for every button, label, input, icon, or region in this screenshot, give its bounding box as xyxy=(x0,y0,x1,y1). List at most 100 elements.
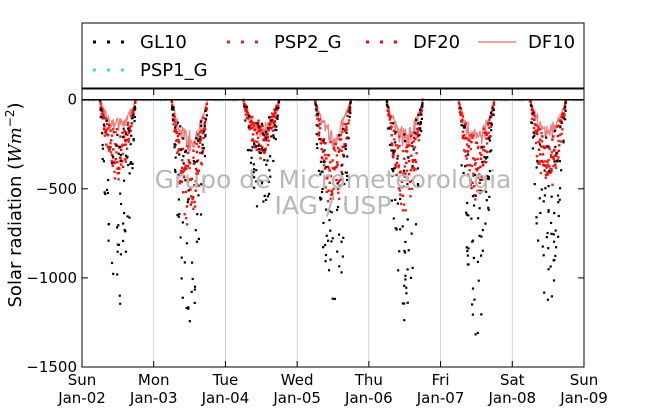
data-point xyxy=(257,144,260,147)
data-point xyxy=(102,127,106,131)
data-point xyxy=(319,142,322,145)
data-point xyxy=(463,125,466,128)
data-point xyxy=(121,131,124,134)
data-point xyxy=(393,138,396,141)
data-point xyxy=(245,105,248,108)
data-point xyxy=(533,115,536,118)
data-point xyxy=(468,169,471,172)
legend-swatch xyxy=(93,40,96,44)
data-point xyxy=(550,295,554,298)
data-point xyxy=(122,127,125,130)
data-point xyxy=(191,277,194,281)
data-point xyxy=(257,143,261,146)
data-point xyxy=(551,138,554,141)
data-point xyxy=(387,111,391,115)
data-point xyxy=(417,139,421,142)
data-point xyxy=(112,272,115,275)
data-point xyxy=(260,122,264,125)
data-point xyxy=(318,127,322,130)
data-point xyxy=(417,122,420,125)
x-tick-date: Jan-05 xyxy=(272,389,321,407)
data-point xyxy=(467,173,470,176)
data-point xyxy=(417,113,420,116)
data-point xyxy=(274,116,278,119)
data-point xyxy=(262,138,265,142)
data-point xyxy=(195,160,199,163)
data-point xyxy=(195,142,198,146)
data-point xyxy=(192,207,195,210)
data-point xyxy=(266,143,270,147)
data-point xyxy=(399,202,403,206)
data-point xyxy=(325,208,328,211)
data-point xyxy=(480,235,483,238)
data-point xyxy=(173,130,176,133)
data-point xyxy=(172,106,175,109)
data-point xyxy=(122,222,125,225)
data-point xyxy=(480,153,483,157)
data-point xyxy=(183,150,187,153)
data-point xyxy=(117,178,120,181)
data-point xyxy=(561,128,564,131)
data-point xyxy=(406,218,409,221)
data-point xyxy=(322,221,325,225)
data-point xyxy=(196,183,199,187)
x-tick-day: Wed xyxy=(281,371,314,389)
data-point xyxy=(343,143,346,146)
data-point xyxy=(109,129,112,132)
data-point xyxy=(459,113,462,117)
data-point xyxy=(171,103,174,107)
data-point xyxy=(172,123,175,126)
data-point xyxy=(252,142,256,145)
watermark-line-2: IAG / USP xyxy=(275,191,392,220)
data-point xyxy=(263,148,266,152)
data-point xyxy=(406,144,410,147)
data-point xyxy=(185,307,188,310)
data-point xyxy=(188,162,192,165)
legend-swatch xyxy=(380,40,383,44)
data-point xyxy=(117,224,120,227)
data-point xyxy=(398,171,402,174)
data-point xyxy=(119,135,122,138)
data-point xyxy=(112,148,115,151)
data-point xyxy=(242,102,246,105)
data-point xyxy=(103,191,106,194)
data-point xyxy=(473,158,477,161)
data-point xyxy=(550,170,553,173)
data-point xyxy=(181,159,184,162)
data-point xyxy=(558,160,561,163)
data-point xyxy=(485,142,489,145)
data-point xyxy=(535,222,538,225)
data-point xyxy=(102,123,106,126)
data-point xyxy=(329,258,332,261)
data-point xyxy=(271,129,275,133)
data-point xyxy=(128,172,131,175)
data-point xyxy=(173,168,177,172)
data-point xyxy=(322,138,326,141)
data-point xyxy=(261,124,264,127)
data-point xyxy=(197,139,200,142)
data-point xyxy=(118,294,121,297)
data-point xyxy=(419,108,422,111)
data-point xyxy=(193,301,196,305)
data-point xyxy=(563,105,567,108)
data-point xyxy=(269,175,272,178)
data-point xyxy=(177,148,181,151)
data-point xyxy=(250,126,254,130)
data-point xyxy=(553,160,556,163)
data-point xyxy=(476,157,479,161)
data-point xyxy=(174,128,177,132)
data-point xyxy=(474,173,477,177)
data-point xyxy=(111,164,114,168)
legend-swatch xyxy=(241,40,244,44)
data-point xyxy=(391,174,394,177)
data-point xyxy=(458,103,461,106)
data-point xyxy=(252,122,255,125)
data-point xyxy=(197,145,200,148)
x-tick-day: Sun xyxy=(68,371,97,389)
data-point xyxy=(203,125,206,128)
data-point xyxy=(198,141,202,144)
data-point xyxy=(341,127,344,131)
data-point xyxy=(274,138,277,141)
data-point xyxy=(110,139,113,142)
data-point xyxy=(105,122,109,126)
